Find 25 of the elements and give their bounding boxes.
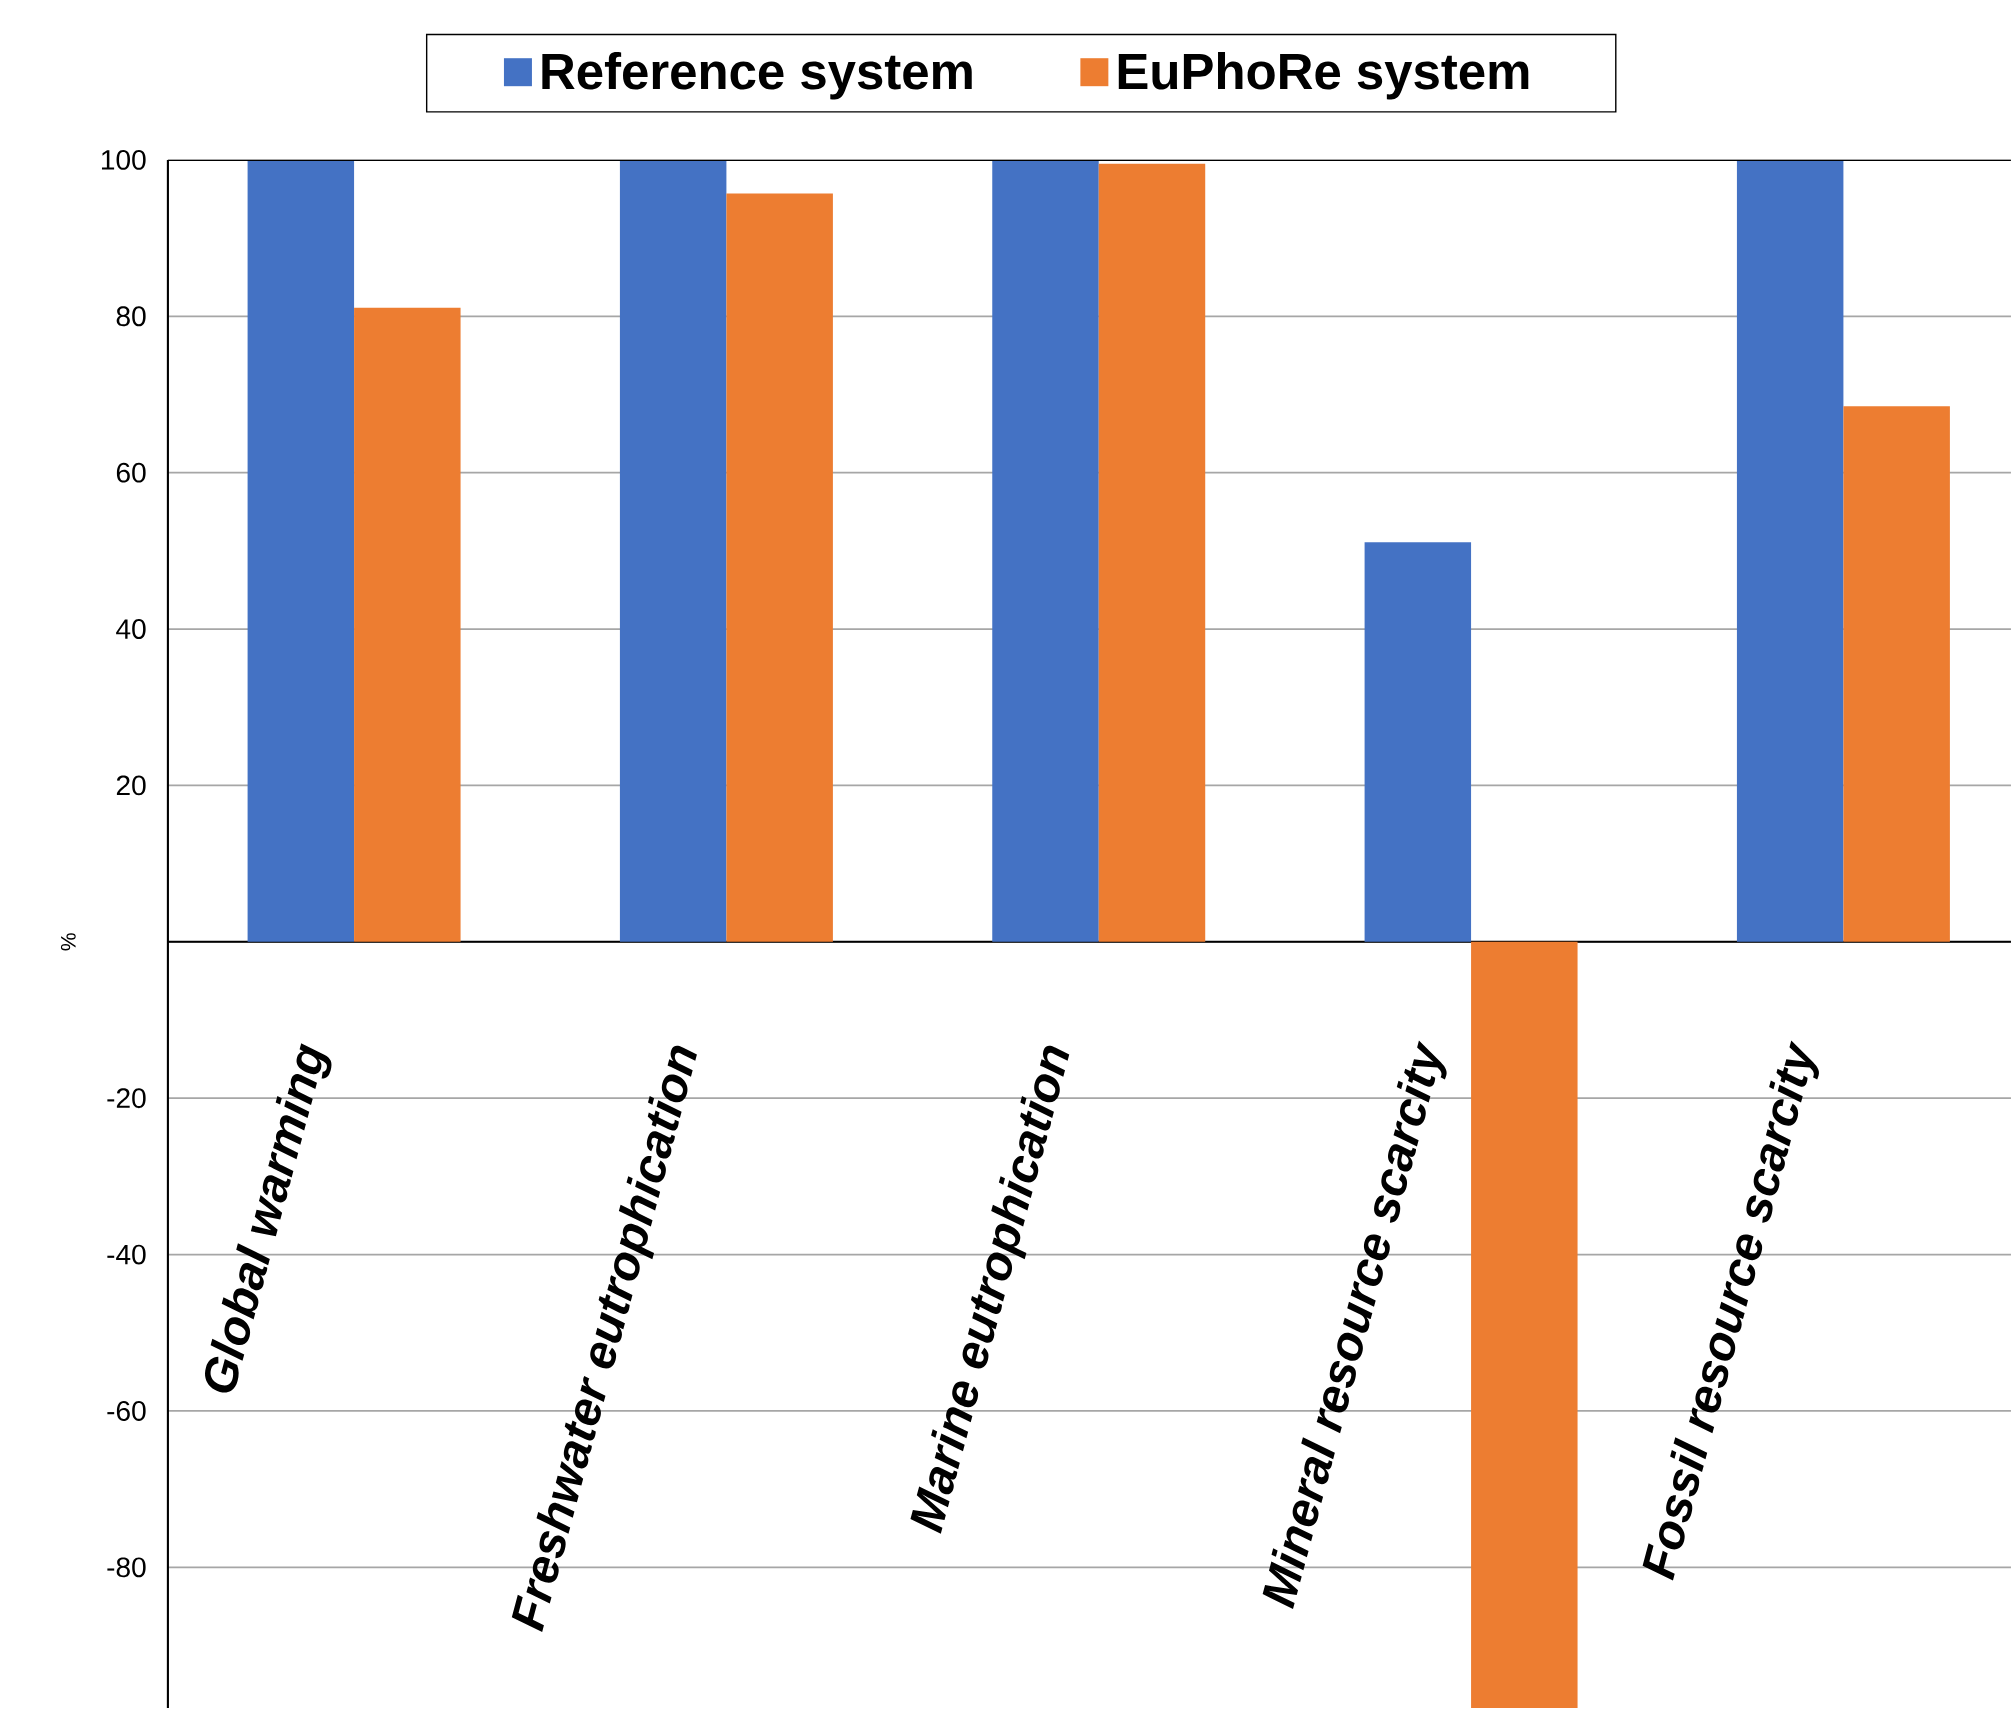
y-tick-label: -20 bbox=[107, 1088, 146, 1109]
legend-label: Reference system bbox=[542, 52, 972, 100]
bar bbox=[1736, 159, 1844, 942]
y-tick-label: -40 bbox=[107, 1244, 146, 1265]
bar bbox=[1843, 406, 1950, 942]
y-tick-label: 20 bbox=[116, 775, 146, 796]
y-tick-label: 80 bbox=[116, 306, 146, 327]
bar bbox=[1471, 941, 1578, 1709]
legend-label: EuPhoRe system bbox=[1118, 52, 1529, 100]
bar bbox=[726, 193, 833, 942]
y-tick-label: -60 bbox=[107, 1400, 146, 1421]
bar bbox=[247, 159, 355, 942]
bar bbox=[1364, 542, 1472, 942]
bar bbox=[619, 159, 727, 942]
bar bbox=[1098, 163, 1206, 942]
x-tick-label: Fossil resource scarcity bbox=[1642, 1040, 1819, 1581]
x-tick-label: Global warming bbox=[205, 1043, 332, 1393]
y-tick-label: 60 bbox=[116, 462, 146, 483]
y-axis-title: % bbox=[60, 933, 76, 951]
y-tick-label: -80 bbox=[107, 1557, 146, 1578]
y-tick-label: 40 bbox=[116, 619, 146, 639]
y-tick-label: 100 bbox=[101, 149, 146, 170]
x-tick-label: Mineral resource scarcity bbox=[1262, 1040, 1447, 1609]
bar bbox=[992, 159, 1099, 942]
bar bbox=[354, 307, 461, 942]
